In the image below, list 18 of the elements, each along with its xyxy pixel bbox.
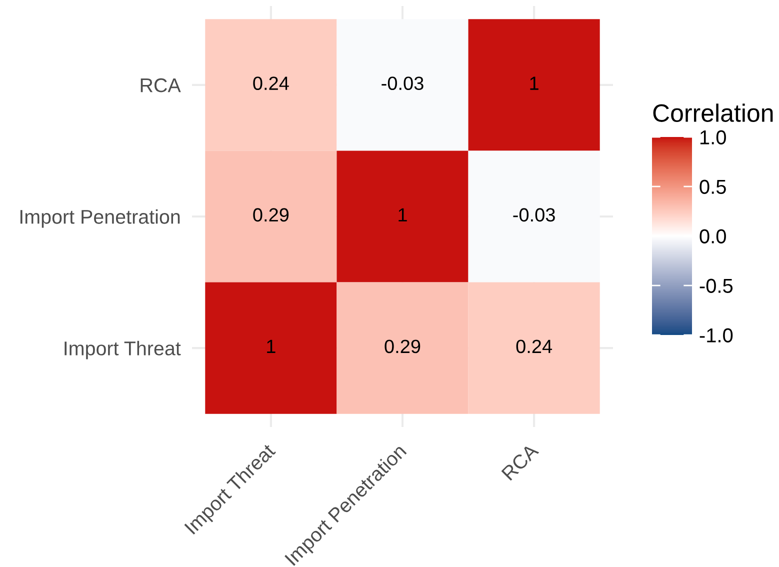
data-label: 1	[267, 340, 276, 353]
data-label: 0.24	[516, 340, 552, 354]
color-bar-title: Correlation	[653, 104, 773, 122]
color-bar-label: 1.0	[700, 130, 726, 144]
y-tick-label: Import Penetration	[20, 209, 180, 228]
data-label: -0.03	[382, 76, 424, 90]
color-bar-label: 0.0	[700, 229, 726, 244]
data-label: 1	[530, 76, 538, 90]
data-label: 1	[398, 208, 407, 222]
y-tick-label: Import Threat	[64, 340, 181, 360]
data-label: -0.03	[513, 208, 555, 222]
color-bar-label: -0.5	[700, 278, 733, 293]
data-label: 0.29	[253, 208, 289, 222]
data-label: 0.29	[384, 340, 420, 354]
y-tick-label: RCA	[140, 78, 181, 92]
color-bar-label: 0.5	[700, 180, 726, 194]
data-label: 0.24	[253, 76, 289, 90]
color-bar-label: -1.0	[700, 328, 733, 342]
